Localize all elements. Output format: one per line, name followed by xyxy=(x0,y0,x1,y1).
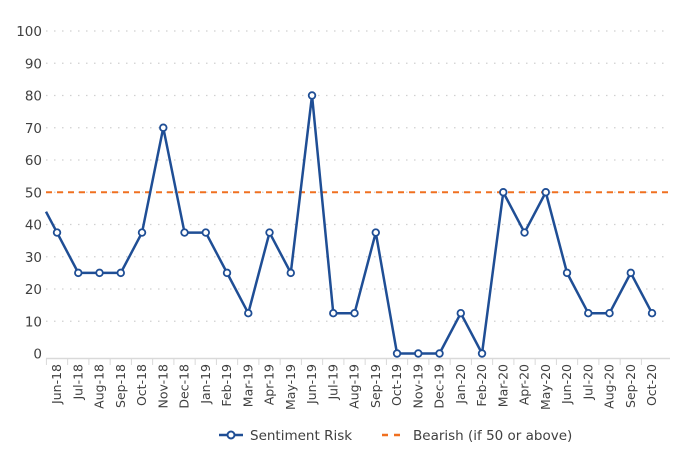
data-point-may-19 xyxy=(286,268,295,278)
data-point-feb-20 xyxy=(477,349,487,358)
x-tick-label: Dec-19 xyxy=(432,364,447,409)
gridlines xyxy=(46,30,670,322)
data-point-mar-19 xyxy=(244,308,253,318)
data-point-apr-19 xyxy=(265,228,274,237)
data-point-jan-19 xyxy=(201,228,210,237)
x-tick-label: Jul-20 xyxy=(580,364,595,401)
x-tick-label: Jan-20 xyxy=(453,364,468,405)
x-tick-label: Dec-18 xyxy=(177,364,192,409)
y-tick-label: 60 xyxy=(25,153,42,169)
data-point-sep-19 xyxy=(371,228,380,237)
x-tick-label: Sep-19 xyxy=(368,364,383,408)
y-tick-label: 100 xyxy=(16,24,42,40)
data-point-nov-19 xyxy=(414,349,423,358)
x-tick-label: Apr-20 xyxy=(517,364,532,405)
y-tick-label: 50 xyxy=(25,185,42,201)
y-tick-label: 30 xyxy=(25,250,42,266)
x-tick-label: Oct-18 xyxy=(134,364,149,406)
x-tick-label: May-19 xyxy=(283,364,298,410)
legend-bearish-label: Bearish (if 50 or above) xyxy=(413,428,572,444)
legend: Sentiment Risk Bearish (if 50 or above) xyxy=(219,428,572,444)
data-point-aug-20 xyxy=(605,308,614,318)
x-tick-label: Oct-20 xyxy=(644,364,659,406)
x-tick-label: Jun-20 xyxy=(559,364,574,405)
data-point-jun-19 xyxy=(307,91,317,100)
sentiment-risk-line xyxy=(44,94,654,355)
data-point-apr-20 xyxy=(520,228,529,237)
data-point-sep-20 xyxy=(626,268,635,278)
data-point-mar-20 xyxy=(499,188,508,197)
y-tick-label: 90 xyxy=(25,56,42,72)
x-tick-label: Mar-20 xyxy=(495,364,510,407)
data-point-oct-19 xyxy=(392,349,402,358)
data-point-dec-19 xyxy=(435,349,444,358)
x-tick-label: Aug-20 xyxy=(602,364,617,409)
data-point-jul-19 xyxy=(329,308,338,318)
x-tick-label: Jun-19 xyxy=(304,364,319,405)
legend-sentiment-marker xyxy=(226,430,236,440)
data-point-jan-20 xyxy=(456,308,465,318)
legend-sentiment-label: Sentiment Risk xyxy=(250,428,352,444)
x-axis: Jun-18 Jul-18 Aug-18 Sep-18 Oct-18 Nov-18 Dec-… xyxy=(45,357,670,410)
x-tick-label: Oct-19 xyxy=(389,364,404,406)
sentiment-risk-series xyxy=(44,91,657,358)
x-tick-label: Mar-19 xyxy=(240,364,255,407)
x-tick-label: Jul-18 xyxy=(70,364,85,401)
data-point-jul-20 xyxy=(584,308,593,318)
x-tick-label: Sep-20 xyxy=(623,364,638,408)
x-tick-label: Nov-19 xyxy=(410,364,425,409)
data-point-oct-18 xyxy=(137,228,147,237)
x-tick-label: Apr-19 xyxy=(262,364,277,405)
x-tick-label: Sep-18 xyxy=(113,364,128,408)
data-point-sep-18 xyxy=(116,268,125,278)
data-point-may-20 xyxy=(541,188,550,197)
data-point-feb-19 xyxy=(222,268,232,278)
y-tick-label: 20 xyxy=(25,282,42,298)
y-tick-label: 0 xyxy=(33,347,42,363)
y-tick-label: 10 xyxy=(25,314,42,330)
data-point-dec-18 xyxy=(180,228,189,237)
data-point-jun-18 xyxy=(52,228,62,237)
y-tick-label: 70 xyxy=(25,121,42,137)
data-point-aug-18 xyxy=(95,268,104,278)
x-tick-label: Jun-18 xyxy=(49,364,64,405)
x-tick-label: Aug-18 xyxy=(92,364,107,409)
x-tick-label: Nov-18 xyxy=(155,364,170,409)
x-tick-label: Aug-19 xyxy=(347,364,362,409)
data-point-jun-20 xyxy=(562,268,572,278)
x-tick-label: Feb-20 xyxy=(474,364,489,407)
data-point-nov-18 xyxy=(159,123,168,132)
y-tick-label: 80 xyxy=(25,89,42,105)
data-point-aug-19 xyxy=(350,308,359,318)
x-tick-label: Jan-19 xyxy=(198,364,213,405)
data-point-jul-18 xyxy=(74,268,83,278)
y-axis-ticks: 0 10 20 30 40 50 60 70 80 90 100 xyxy=(16,24,42,363)
x-tick-label: May-20 xyxy=(538,364,553,410)
data-point-oct-20 xyxy=(647,308,657,318)
x-tick-label: Feb-19 xyxy=(219,364,234,407)
x-tick-label: Jul-19 xyxy=(325,364,340,401)
y-tick-label: 40 xyxy=(25,218,42,234)
